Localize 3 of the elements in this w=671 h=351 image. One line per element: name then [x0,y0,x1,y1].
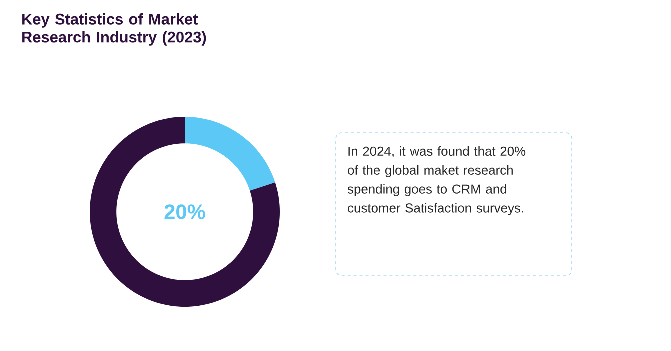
text: In 2024, it was found that 20% of the global maket research spending goes to CRM and customer Satisfaction surveys. [348,146,526,216]
chart-title: Key Statistics of Market Research Industry (2023) [22,14,206,46]
text: 20% [164,204,206,220]
